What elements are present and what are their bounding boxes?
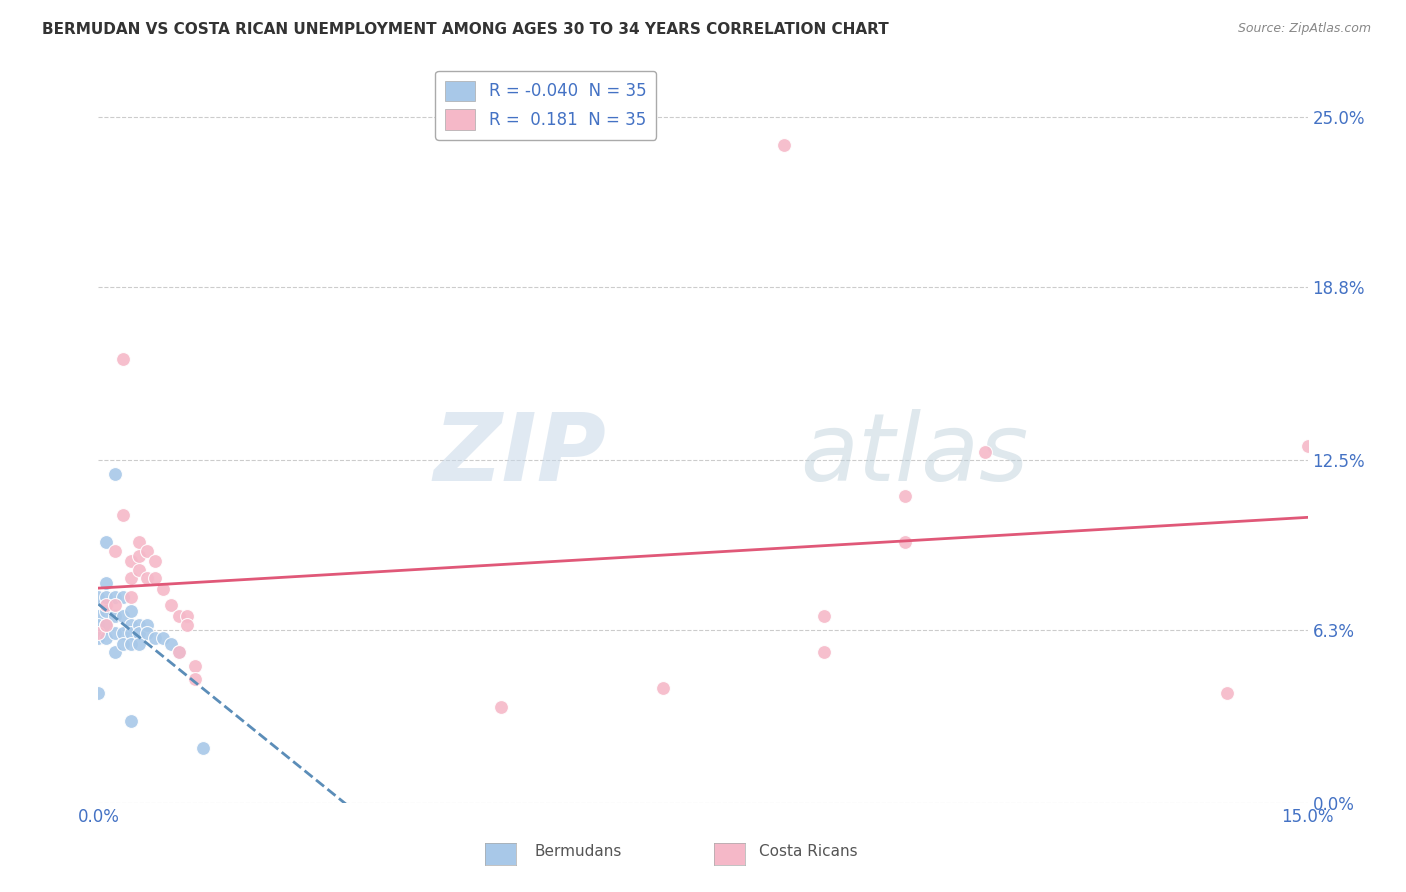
Point [128,563,150,577]
Point [135,543,157,558]
Point [176,617,198,632]
Legend: R = -0.040  N = 35, R =  0.181  N = 35: R = -0.040 N = 35, R = 0.181 N = 35 [436,70,657,140]
Point [1216,686,1239,700]
Point [96,576,118,591]
Point [193,741,215,756]
Point [1296,439,1319,453]
Point [772,137,794,152]
Point [87,632,110,646]
Point [96,590,118,604]
Point [184,658,207,673]
Point [893,489,915,503]
Point [176,609,198,624]
Point [184,673,207,687]
Point [96,617,118,632]
Point [143,632,166,646]
Point [103,590,125,604]
Point [813,609,835,624]
Point [135,617,157,632]
Point [152,632,174,646]
Point [111,508,134,522]
Text: atlas: atlas [800,409,1028,500]
Point [103,467,125,481]
Point [103,599,125,613]
Point [96,604,118,618]
Point [103,543,125,558]
Text: Costa Ricans: Costa Ricans [759,845,858,859]
Point [128,637,150,651]
Point [128,625,150,640]
Point [120,590,142,604]
Point [96,535,118,549]
Point [128,535,150,549]
Point [160,599,183,613]
Point [135,625,157,640]
Point [96,617,118,632]
Point [143,554,166,568]
Point [167,609,190,624]
Point [167,645,190,659]
Point [160,637,183,651]
Point [103,609,125,624]
Point [651,681,673,695]
Text: Bermudans: Bermudans [534,845,621,859]
Point [135,571,157,585]
Point [111,351,134,366]
Point [491,699,513,714]
Point [87,625,110,640]
Point [974,445,997,459]
Point [103,625,125,640]
Point [128,617,150,632]
Point [87,609,110,624]
Point [120,617,142,632]
Point [143,571,166,585]
Point [103,645,125,659]
Text: BERMUDAN VS COSTA RICAN UNEMPLOYMENT AMONG AGES 30 TO 34 YEARS CORRELATION CHART: BERMUDAN VS COSTA RICAN UNEMPLOYMENT AMO… [42,22,889,37]
Point [87,617,110,632]
Point [111,590,134,604]
Point [120,714,142,728]
Point [120,571,142,585]
Point [87,590,110,604]
Point [111,625,134,640]
Point [96,632,118,646]
Point [813,645,835,659]
Point [111,609,134,624]
Point [120,637,142,651]
Point [120,625,142,640]
Point [893,535,915,549]
Point [87,686,110,700]
Point [96,599,118,613]
Point [152,582,174,596]
Text: Source: ZipAtlas.com: Source: ZipAtlas.com [1237,22,1371,36]
Point [120,604,142,618]
Point [167,645,190,659]
Text: ZIP: ZIP [433,409,606,500]
Point [120,554,142,568]
Point [111,637,134,651]
Point [128,549,150,563]
